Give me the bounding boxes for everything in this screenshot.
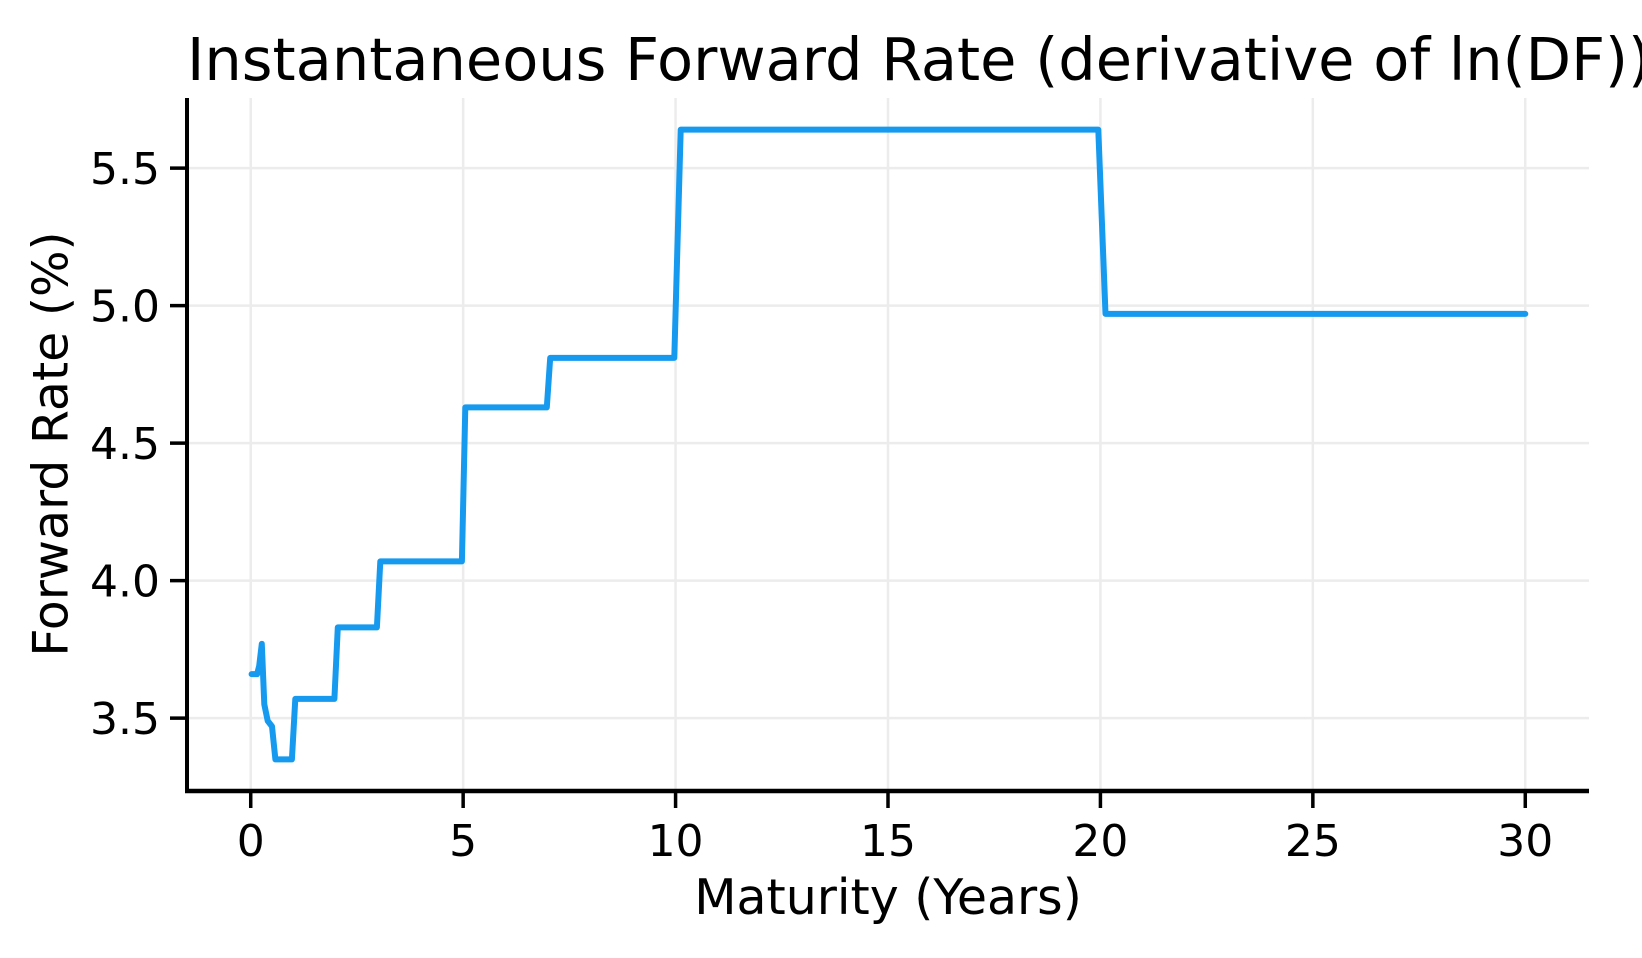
chart-title: Instantaneous Forward Rate (derivative o…	[187, 25, 1642, 94]
series-line	[248, 126, 1529, 763]
x-tick-label: 25	[1285, 816, 1341, 867]
x-tick-label: 5	[449, 816, 477, 867]
y-tick-label: 5.0	[90, 282, 160, 333]
y-tick-label: 4.5	[90, 419, 160, 470]
x-tick-label: 30	[1497, 816, 1553, 867]
y-axis-label: Forward Rate (%)	[22, 231, 80, 657]
x-axis-label: Maturity (Years)	[694, 869, 1082, 926]
x-tick-label: 15	[860, 816, 916, 867]
x-tick-label: 20	[1072, 816, 1128, 867]
y-tick-label: 4.0	[90, 557, 160, 608]
y-tick-label: 5.5	[90, 144, 160, 195]
x-tick-label: 0	[237, 816, 265, 867]
x-tick-label: 10	[648, 816, 704, 867]
y-tick-label: 3.5	[90, 694, 160, 745]
